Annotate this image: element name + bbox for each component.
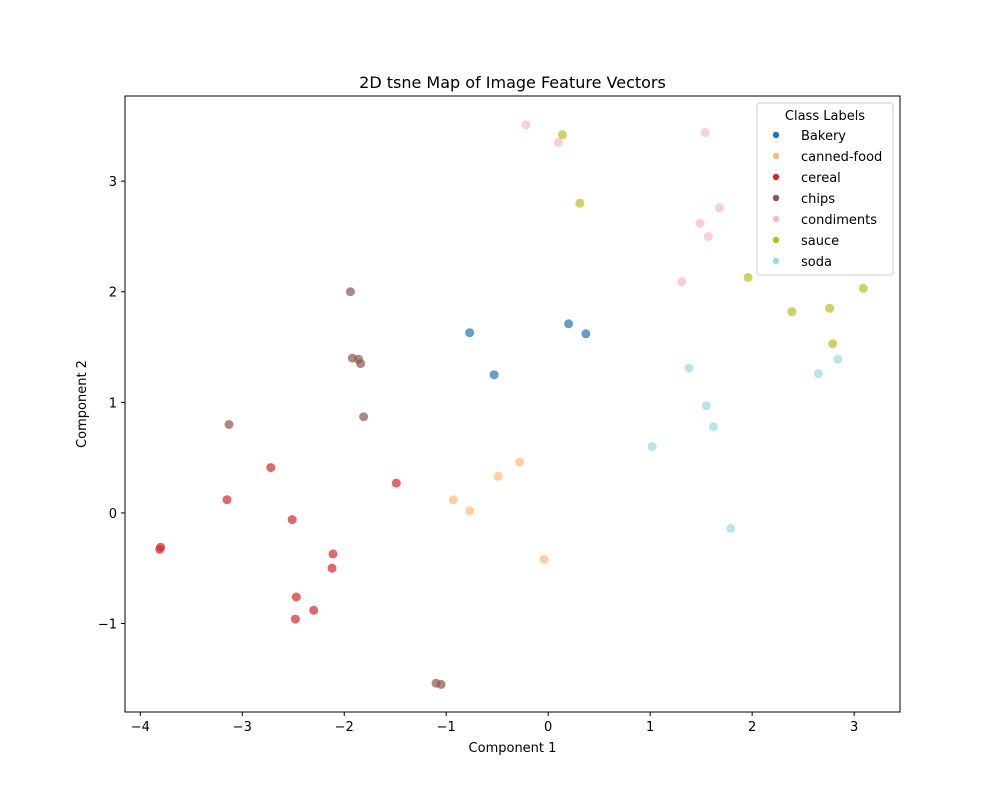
series-bakery (465, 319, 591, 380)
data-point (356, 359, 366, 369)
data-point (465, 328, 475, 338)
y-tick-label: 3 (109, 175, 117, 190)
data-point (558, 130, 567, 140)
points-layer (155, 120, 868, 689)
data-point (708, 422, 718, 432)
data-point (575, 198, 585, 208)
data-point (359, 412, 369, 422)
legend-label: condiments (801, 213, 877, 228)
data-point (489, 370, 499, 380)
legend-marker (772, 215, 780, 223)
data-point (465, 506, 475, 516)
data-point (715, 203, 724, 213)
data-point (155, 544, 165, 554)
data-point (828, 339, 838, 349)
legend-label: cereal (801, 171, 841, 186)
legend-label: sauce (801, 234, 839, 249)
data-point (539, 554, 549, 564)
y-tick-label: 1 (109, 396, 117, 411)
data-point (677, 277, 687, 287)
data-point (684, 363, 694, 373)
x-axis-label: Component 1 (469, 741, 557, 756)
legend-marker (772, 194, 780, 202)
data-point (448, 495, 458, 505)
data-point (553, 137, 563, 147)
legend-marker (772, 236, 780, 244)
series-condiments (521, 120, 724, 287)
y-axis: −1 0 1 2 3 (98, 175, 125, 633)
data-point (222, 495, 232, 505)
data-point (703, 232, 713, 241)
x-tick-label: 0 (544, 720, 552, 735)
plot-area-frame (124, 95, 901, 713)
data-point (701, 401, 711, 411)
data-point (858, 283, 868, 293)
y-axis-label: Component 2 (75, 360, 90, 448)
data-point (328, 549, 338, 559)
x-tick-label: −4 (131, 720, 150, 735)
series-soda (647, 354, 843, 533)
data-point (833, 354, 843, 364)
data-point (700, 128, 710, 137)
legend-items: Bakery canned-food cereal chips condiments sa… (772, 129, 882, 270)
data-point (695, 218, 705, 228)
data-point (647, 442, 657, 452)
data-point (825, 303, 835, 313)
data-point (726, 523, 736, 533)
series-cereal (155, 463, 401, 624)
series-sauce (558, 130, 868, 349)
data-point (287, 515, 297, 525)
legend-marker (772, 131, 780, 139)
legend-label: chips (801, 192, 835, 207)
x-tick-label: 1 (646, 720, 654, 735)
legend-label: soda (801, 255, 832, 270)
legend-marker (772, 173, 780, 181)
x-axis: −4 −3 −2 −1 0 1 2 3 (131, 712, 858, 735)
y-tick-label: −1 (98, 618, 117, 633)
data-point (224, 420, 234, 429)
data-point (787, 307, 797, 317)
data-point (813, 369, 823, 379)
legend-marker (772, 152, 780, 160)
data-point (391, 478, 401, 488)
data-point (564, 319, 574, 329)
y-tick-label: 0 (109, 507, 117, 522)
legend-title: Class Labels (785, 109, 865, 124)
data-point (581, 329, 591, 339)
data-point (436, 679, 446, 689)
y-tick-label: 2 (109, 286, 117, 301)
series-chips (224, 287, 446, 689)
x-tick-label: −1 (437, 720, 456, 735)
data-point (291, 592, 301, 602)
data-point (266, 463, 276, 473)
x-tick-label: −3 (233, 720, 252, 735)
chart-title: 2D tsne Map of Image Feature Vectors (359, 73, 666, 92)
data-point (309, 605, 319, 615)
x-tick-label: 2 (748, 720, 756, 735)
data-point (327, 563, 337, 573)
legend-marker (772, 257, 780, 265)
legend-label: Bakery (801, 129, 846, 144)
data-point (515, 457, 525, 467)
data-point (743, 272, 753, 282)
x-tick-label: −2 (335, 720, 354, 735)
x-tick-label: 3 (850, 720, 858, 735)
legend-label: canned-food (801, 150, 882, 165)
data-point (493, 471, 503, 481)
data-point (290, 614, 300, 624)
legend-box (756, 102, 894, 276)
data-point (521, 120, 531, 130)
series-canned-food (448, 457, 549, 564)
data-point (345, 287, 355, 297)
legend: Class Labels Bakery canned-food cereal chip… (756, 102, 894, 276)
